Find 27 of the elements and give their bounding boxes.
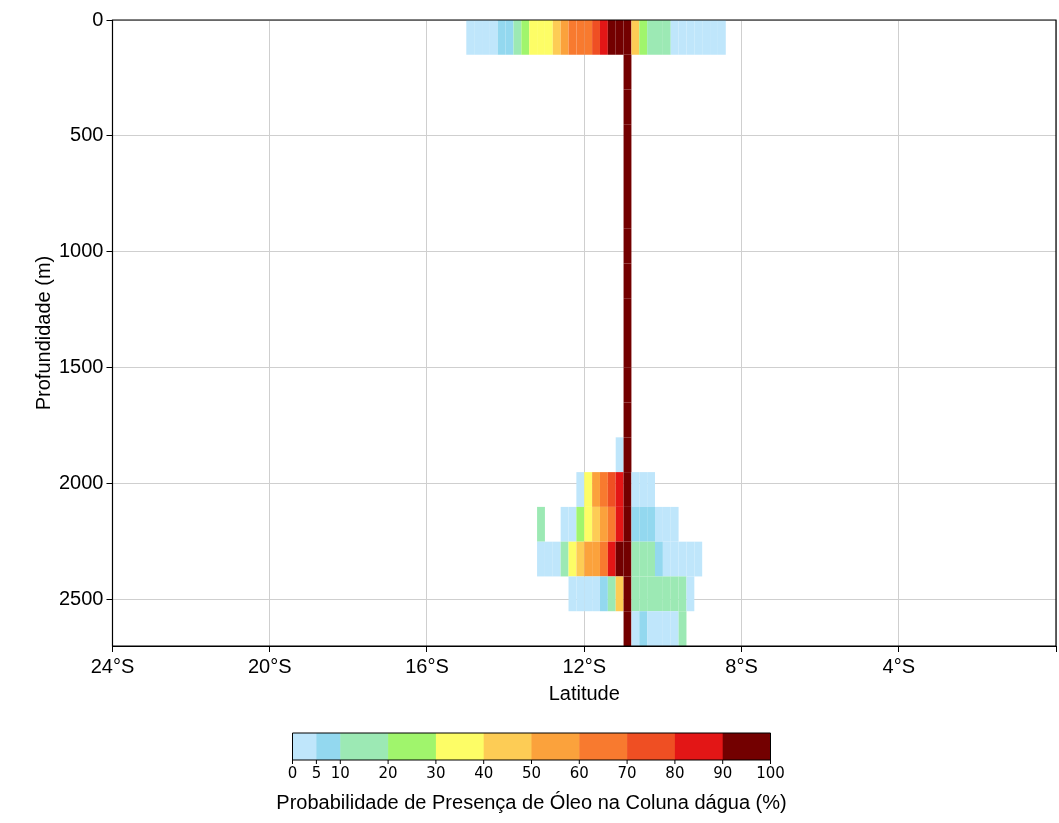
color-bar-title: Probabilidade de Presença de Óleo na Coluna dágua (%) (276, 790, 787, 813)
color-bar-label: 10 (330, 764, 350, 783)
y-axis-title: Profundidade (m) (31, 255, 54, 411)
color-bar-label: 40 (474, 764, 494, 783)
x-axis-title: Latitude (548, 681, 620, 704)
color-bar-label: 100 (756, 764, 785, 783)
y-tick-label: 2000 (58, 471, 104, 494)
x-tick-label: 8°S (725, 654, 758, 677)
x-tick-label: 20°S (247, 654, 292, 677)
y-tick-label: 0 (92, 7, 104, 30)
x-tick-label: 16°S (405, 654, 449, 677)
y-tick-label: 500 (70, 123, 104, 146)
x-tick-label: 24°S (90, 654, 135, 677)
color-bar-label: 70 (617, 764, 637, 783)
x-tick-label: 4°S (882, 654, 915, 677)
y-tick-label: 2500 (58, 587, 104, 610)
color-bar-label: 0 (287, 764, 298, 783)
color-bar-label: 80 (665, 764, 685, 783)
color-bar-label: 60 (569, 764, 589, 783)
y-tick-label: 1000 (58, 239, 104, 262)
color-bar-label: 5 (311, 764, 322, 783)
color-bar-label: 90 (713, 764, 733, 783)
color-bar-label: 20 (378, 764, 398, 783)
color-bar-label: 30 (426, 764, 446, 783)
y-tick-label: 1500 (58, 355, 104, 378)
x-tick-label: 12°S (562, 654, 607, 677)
color-bar-label: 50 (521, 764, 542, 783)
